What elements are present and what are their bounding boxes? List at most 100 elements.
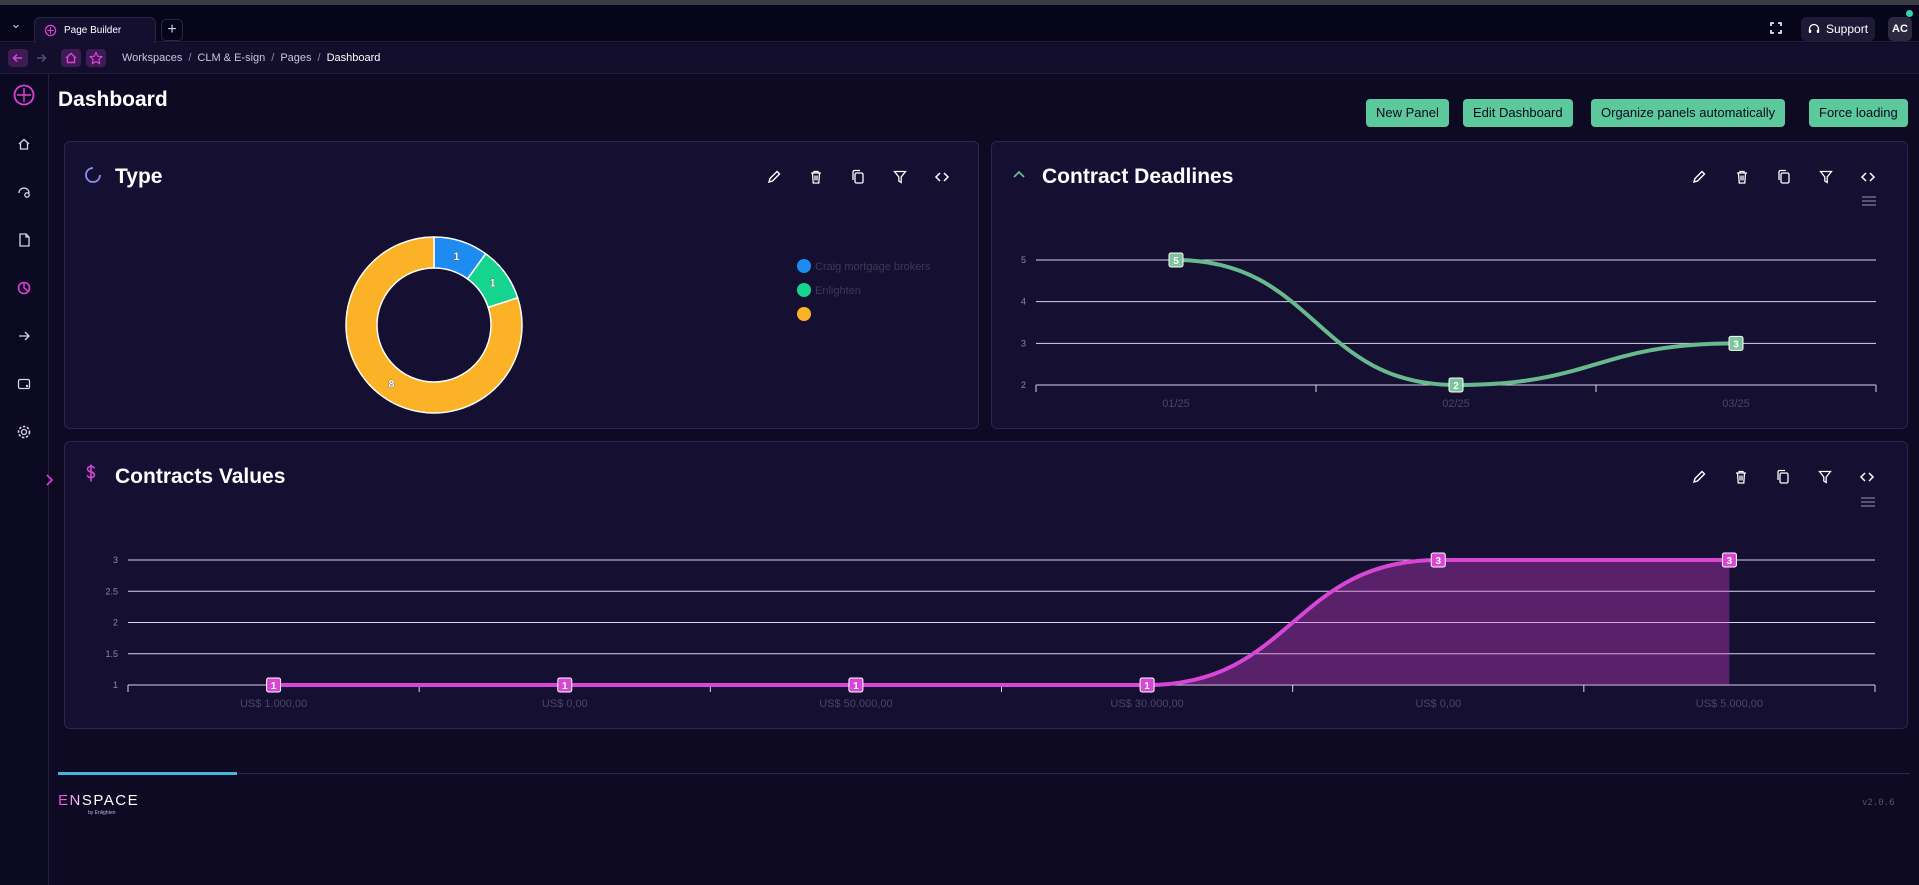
user-avatar[interactable]: AC [1888,17,1912,41]
donut-slice-label: 1 [490,277,496,289]
code-brackets-icon[interactable] [932,167,952,187]
edit-dashboard-button[interactable]: Edit Dashboard [1463,99,1573,127]
donut-slice-label: 1 [453,251,459,263]
donut-slice [345,236,523,414]
tab-list-chevron-down-icon[interactable]: ⌄ [10,16,22,31]
delete-trash-icon[interactable] [1731,467,1751,487]
sidebar-workflow-icon[interactable] [14,182,34,202]
breadcrumb-dashboard: Dashboard [326,52,381,64]
breadcrumb-separator: / [317,52,321,64]
chart-menu-icon[interactable] [1860,194,1878,208]
legend-marker [797,259,811,273]
filter-funnel-icon[interactable] [1815,467,1835,487]
data-label: 3 [1727,556,1733,567]
y-tick-label: 2 [113,618,118,628]
support-button[interactable]: Support [1801,17,1875,41]
deadline-line-chart: 5 4 3 2 01/25 02/25 03/25 5 2 3 [1021,252,1877,410]
copy-icon[interactable] [1774,167,1794,187]
legend-marker [797,283,811,297]
sidebar-expand-chevron-icon[interactable] [44,470,56,490]
contracts-values-panel: Contracts Values 3 2.5 2 1.5 1 US$ 1.000,00 US… [64,441,1908,729]
forward-arrow-icon[interactable] [31,49,51,67]
data-point [1430,552,1446,568]
window-top-border [0,0,1919,5]
fullscreen-icon[interactable] [1766,18,1786,38]
app-version: v2.0.6 [1862,798,1895,808]
copy-icon[interactable] [1773,467,1793,487]
code-brackets-icon[interactable] [1857,467,1877,487]
chart-menu-icon[interactable] [1859,495,1877,509]
breadcrumb-pages[interactable]: Pages [280,52,312,64]
series-area [273,560,1730,685]
sidebar-arrow-right-icon[interactable] [14,326,34,346]
edit-pencil-icon[interactable] [1689,167,1709,187]
breadcrumb-clm-esign[interactable]: CLM & E-sign [197,52,266,64]
legend-marker [797,307,811,321]
logo-subtext: by Enlighten [88,810,116,816]
y-tick-label: 4 [1021,297,1026,307]
donut-slice-label: 8 [388,379,394,391]
filter-funnel-icon[interactable] [1816,167,1836,187]
data-label: 1 [271,681,277,692]
sidebar-wallet-icon[interactable] [14,374,34,394]
y-tick-label: 3 [113,555,118,565]
copy-icon[interactable] [848,167,868,187]
panel-title: Contract Deadlines [1042,165,1234,188]
x-tick-label: US$ 5.000,00 [1696,698,1763,710]
logo-text: ENSPACE [58,792,139,809]
y-tick-label: 2.5 [105,586,118,596]
new-panel-button[interactable]: New Panel [1366,99,1449,127]
headset-icon [1808,23,1820,33]
breadcrumb-workspaces[interactable]: Workspaces [122,52,183,64]
sidebar-settings-icon[interactable] [14,422,34,442]
data-label: 1 [853,681,859,692]
edit-pencil-icon[interactable] [764,167,784,187]
x-tick-label: 03/25 [1722,398,1750,410]
data-label: 5 [1173,256,1179,267]
home-icon[interactable] [61,49,81,67]
data-point [1721,552,1737,568]
tab-page-builder[interactable]: Page Builder [34,17,156,43]
legend-label: Craig mortgage brokers [815,261,931,273]
sidebar-home-icon[interactable] [14,134,34,154]
x-tick-label: US$ 0,00 [1415,698,1461,710]
code-brackets-icon[interactable] [1858,167,1878,187]
series-line [1175,258,1737,388]
breadcrumb: Workspaces / CLM & E-sign / Pages / Dash… [122,52,380,64]
add-tab-button[interactable]: + [161,19,183,41]
delete-trash-icon[interactable] [1732,167,1752,187]
data-label: 1 [562,681,568,692]
x-tick-label: US$ 1.000,00 [240,698,307,710]
data-point [848,677,864,693]
loading-progress-bar [58,772,237,775]
panel-title: Type [115,165,163,188]
x-tick-label: US$ 30.000,00 [1110,698,1183,710]
panel-title: Contracts Values [115,465,286,488]
contract-deadlines-panel: Contract Deadlines 5 4 3 2 01/25 02/25 03/25 5 2… [991,141,1908,429]
y-tick-label: 3 [1021,338,1026,348]
enspace-logo: ENSPACE by Enlighten [58,792,139,816]
force-loading-button[interactable]: Force loading [1809,99,1908,127]
donut-chart: 1 1 8 Craig mortgage brokers Enlighten [345,236,931,414]
sidebar [0,74,49,885]
edit-pencil-icon[interactable] [1689,467,1709,487]
back-arrow-icon[interactable] [8,49,28,67]
online-status-dot [1906,10,1913,17]
app-logo-icon[interactable] [12,83,36,107]
breadcrumb-separator: / [271,52,275,64]
delete-trash-icon[interactable] [806,167,826,187]
x-tick-label: 01/25 [1162,398,1190,410]
sidebar-dashboard-icon[interactable] [14,278,34,298]
sidebar-document-icon[interactable] [14,230,34,250]
star-icon[interactable] [86,49,106,67]
organize-panels-button[interactable]: Organize panels automatically [1591,99,1786,127]
y-tick-label: 2 [1021,380,1026,390]
data-label: 3 [1733,339,1739,350]
tab-label: Page Builder [64,25,122,36]
page-builder-icon [44,24,57,37]
filter-funnel-icon[interactable] [890,167,910,187]
x-tick-label: US$ 50.000,00 [819,698,892,710]
legend-label: Enlighten [815,285,861,297]
y-tick-label: 5 [1021,255,1026,265]
